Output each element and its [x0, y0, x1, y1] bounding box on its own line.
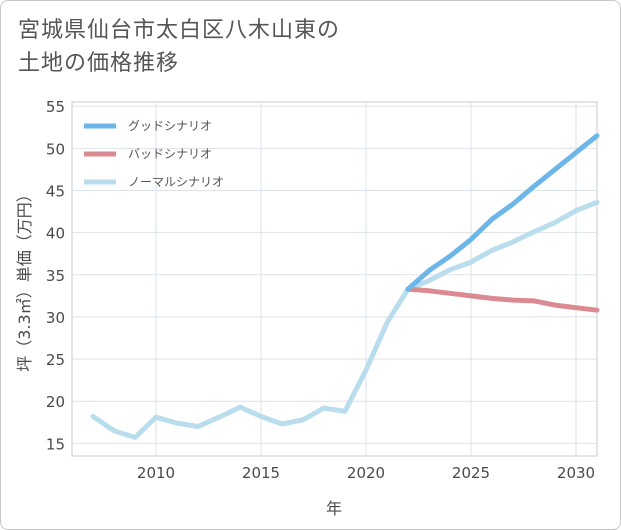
y-tick-label: 45 — [46, 183, 65, 201]
y-tick-label: 50 — [46, 140, 65, 158]
grid-lines — [72, 102, 597, 456]
chart-title-line-1: 宮城県仙台市太白区八木山東の — [18, 18, 341, 43]
series-line-2 — [90, 199, 600, 440]
y-tick-label: 30 — [46, 309, 65, 327]
x-tick-label: 2025 — [452, 464, 490, 482]
y-tick-label: 25 — [46, 351, 65, 369]
x-tick-label: 2015 — [242, 464, 280, 482]
legend-label-0: グッドシナリオ — [128, 119, 212, 133]
y-tick-label: 20 — [46, 393, 65, 411]
y-tick-label: 15 — [46, 435, 65, 453]
y-tick-label: 40 — [46, 225, 65, 243]
y-axis-title: 坪（3.3㎡）単価（万円） — [15, 186, 34, 371]
y-tick-label: 35 — [46, 267, 65, 285]
y-tick-label: 55 — [46, 98, 65, 116]
series-line-1 — [405, 286, 600, 313]
series-layer — [90, 133, 600, 440]
plot-area — [71, 101, 598, 457]
x-tick-label: 2010 — [137, 464, 175, 482]
x-axis-title: 年 — [326, 499, 342, 518]
chart-title: 宮城県仙台市太白区八木山東の 土地の価格推移 — [18, 14, 340, 80]
chart-title-line-2: 土地の価格推移 — [18, 51, 180, 76]
x-tick-label: 2030 — [557, 464, 595, 482]
legend-label-1: バッドシナリオ — [128, 147, 212, 161]
series-line-0 — [405, 133, 600, 292]
x-tick-label: 2020 — [347, 464, 385, 482]
legend-label-2: ノーマルシナリオ — [128, 175, 224, 189]
